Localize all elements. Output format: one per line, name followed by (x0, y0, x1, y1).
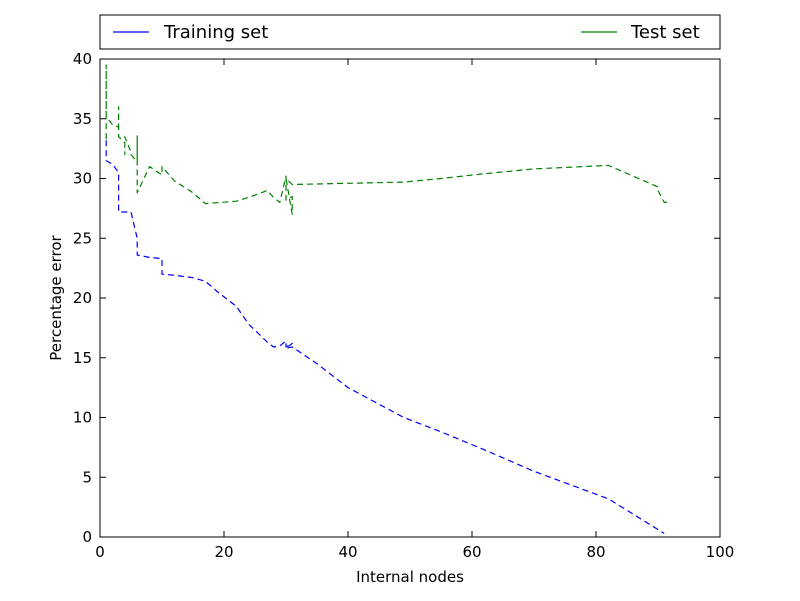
y-tick-label: 15 (73, 349, 92, 367)
x-tick-label: 80 (586, 543, 605, 561)
series-line-test-set (105, 64, 671, 215)
series-layer (105, 64, 671, 534)
legend-label-training-set: Training set (163, 22, 268, 43)
y-tick-label: 0 (82, 528, 92, 546)
x-tick-label: 40 (338, 543, 357, 561)
y-axis-label: Percentage error (47, 234, 65, 360)
y-tick-label: 40 (73, 50, 92, 68)
x-tick-label: 60 (462, 543, 481, 561)
y-tick-label: 20 (73, 289, 92, 307)
series-line-training-set (105, 140, 665, 534)
y-tick-label: 10 (73, 409, 92, 427)
legend: Training set Test set (99, 14, 721, 50)
x-tick-label: 20 (214, 543, 233, 561)
x-tick-label: 100 (706, 543, 735, 561)
y-tick-label: 35 (73, 110, 92, 128)
legend-label-test-set: Test set (630, 22, 700, 43)
x-tick-label: 0 (95, 543, 105, 561)
y-tick-label: 5 (82, 468, 92, 486)
tick-layer: 0 20 40 60 80 100 0 5 10 15 20 25 30 35 40 (73, 50, 734, 561)
y-tick-label: 25 (73, 229, 92, 247)
y-tick-label: 30 (73, 170, 92, 188)
x-axis-label: Internal nodes (356, 568, 464, 586)
